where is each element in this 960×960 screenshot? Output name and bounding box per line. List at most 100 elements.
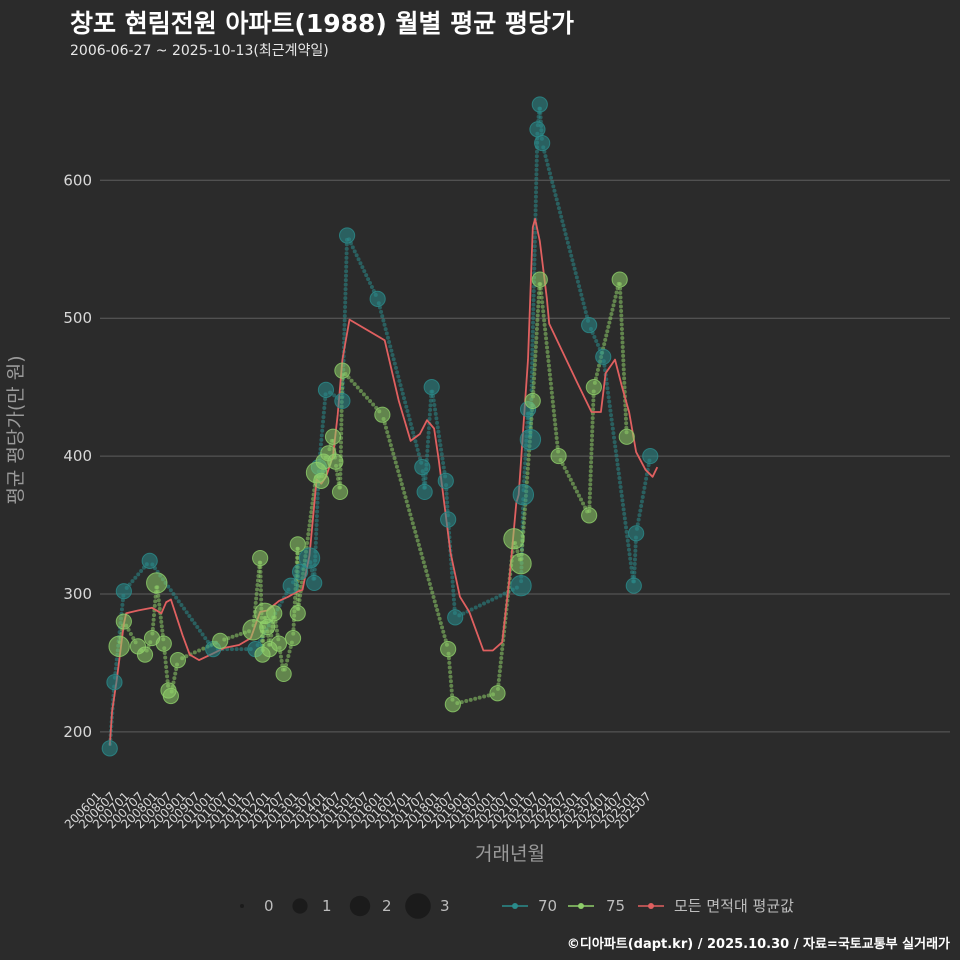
trend-dot-75 — [588, 473, 593, 478]
trend-dot-75 — [622, 385, 627, 390]
trend-dot-70 — [445, 504, 450, 509]
trend-dot-70 — [534, 181, 539, 186]
trend-dot-75 — [544, 336, 549, 341]
trend-dot-70 — [425, 453, 430, 458]
trend-dot-70 — [533, 212, 538, 217]
trend-dot-70 — [531, 320, 536, 325]
trend-dot-75 — [619, 313, 624, 318]
trend-dot-75 — [128, 631, 133, 636]
trend-dot-75 — [544, 340, 549, 345]
trend-dot-75 — [338, 471, 343, 476]
trend-dot-70 — [171, 591, 176, 596]
trend-dot-70 — [638, 508, 643, 513]
trend-dot-75 — [621, 353, 626, 358]
trend-dot-70 — [449, 570, 454, 575]
trend-dot-70 — [343, 282, 348, 287]
trend-dot-75 — [532, 362, 537, 367]
trend-dot-75 — [261, 638, 266, 643]
trend-dot-75 — [568, 477, 573, 482]
trend-dot-75 — [536, 304, 541, 309]
point-75-201406 — [327, 453, 344, 470]
point-75-200808 — [162, 687, 179, 705]
trend-dot-75 — [550, 395, 555, 400]
trend-dot-70 — [428, 403, 433, 408]
trend-dot-70 — [313, 545, 318, 550]
y-tick-label: 500 — [63, 309, 92, 327]
trend-dot-75 — [153, 599, 158, 604]
trend-dot-70 — [611, 431, 616, 436]
trend-dot-70 — [572, 266, 577, 271]
trend-dot-75 — [306, 527, 311, 532]
trend-dot-75 — [618, 291, 623, 296]
trend-dot-70 — [486, 599, 491, 604]
trend-dot-75 — [519, 548, 524, 553]
trend-dot-75 — [534, 336, 539, 341]
trend-dot-75 — [298, 593, 303, 598]
trend-dot-75 — [258, 583, 263, 588]
point-75-202003 — [489, 685, 506, 702]
trend-dot-70 — [533, 199, 538, 204]
trend-dot-70 — [635, 522, 640, 527]
trend-dot-70 — [538, 115, 543, 120]
trend-dot-75 — [620, 331, 625, 336]
trend-dot-75 — [415, 538, 420, 543]
trend-dot-75 — [422, 564, 427, 569]
point-75-200612 — [115, 613, 132, 630]
trend-dot-75 — [587, 495, 592, 500]
trend-dot-75 — [412, 525, 417, 530]
trend-dot-70 — [423, 480, 428, 485]
trend-dot-70 — [426, 426, 431, 431]
trend-dot-70 — [312, 567, 317, 572]
trend-dot-75 — [358, 388, 363, 393]
trend-dot-75 — [588, 477, 593, 482]
trend-dot-70 — [560, 219, 565, 224]
size-legend-label: 0 — [264, 897, 274, 915]
trend-dot-70 — [321, 419, 326, 424]
trend-dot-75 — [338, 444, 343, 449]
trend-dot-75 — [192, 650, 197, 655]
trend-dot-75 — [497, 669, 502, 674]
trend-dot-70 — [409, 426, 414, 431]
trend-dot-75 — [590, 429, 595, 434]
trend-dot-75 — [607, 320, 612, 325]
trend-dot-75 — [532, 376, 537, 381]
trend-dot-75 — [621, 358, 626, 363]
point-75-201005 — [212, 632, 229, 649]
point-70-201402 — [317, 381, 335, 398]
trend-dot-75 — [533, 349, 538, 354]
trend-dot-75 — [368, 399, 373, 404]
point-70-201409 — [334, 392, 351, 410]
trend-dot-75 — [535, 309, 540, 314]
trend-dot-75 — [594, 372, 599, 377]
trend-dot-75 — [588, 469, 593, 474]
trend-dot-70 — [532, 235, 537, 240]
trend-dot-75 — [623, 407, 628, 412]
trend-dot-70 — [425, 448, 430, 453]
trend-dot-70 — [577, 284, 582, 289]
trend-dot-70 — [628, 561, 633, 566]
trend-dot-70 — [639, 499, 644, 504]
trend-dot-75 — [295, 551, 300, 556]
trend-dot-75 — [589, 438, 594, 443]
trend-dot-75 — [624, 421, 629, 426]
trend-dot-75 — [258, 579, 263, 584]
trend-dot-75 — [500, 647, 505, 652]
trend-dot-70 — [315, 500, 320, 505]
point-70-202508 — [642, 447, 659, 465]
trend-dot-70 — [551, 184, 556, 189]
trend-dot-75 — [590, 433, 595, 438]
trend-dot-70 — [604, 381, 609, 386]
trend-dot-70 — [343, 305, 348, 310]
trend-dot-70 — [554, 197, 559, 202]
trend-dot-75 — [426, 577, 431, 582]
trend-dot-75 — [620, 335, 625, 340]
trend-dot-70 — [583, 310, 588, 315]
trend-dot-70 — [319, 433, 324, 438]
trend-dot-75 — [438, 621, 443, 626]
trend-dot-70 — [532, 253, 537, 258]
trend-dot-75 — [540, 304, 545, 309]
trend-dot-75 — [339, 422, 344, 427]
point-75-200802 — [146, 572, 168, 594]
trend-dot-70 — [605, 386, 610, 391]
size-legend-circle — [240, 904, 244, 908]
